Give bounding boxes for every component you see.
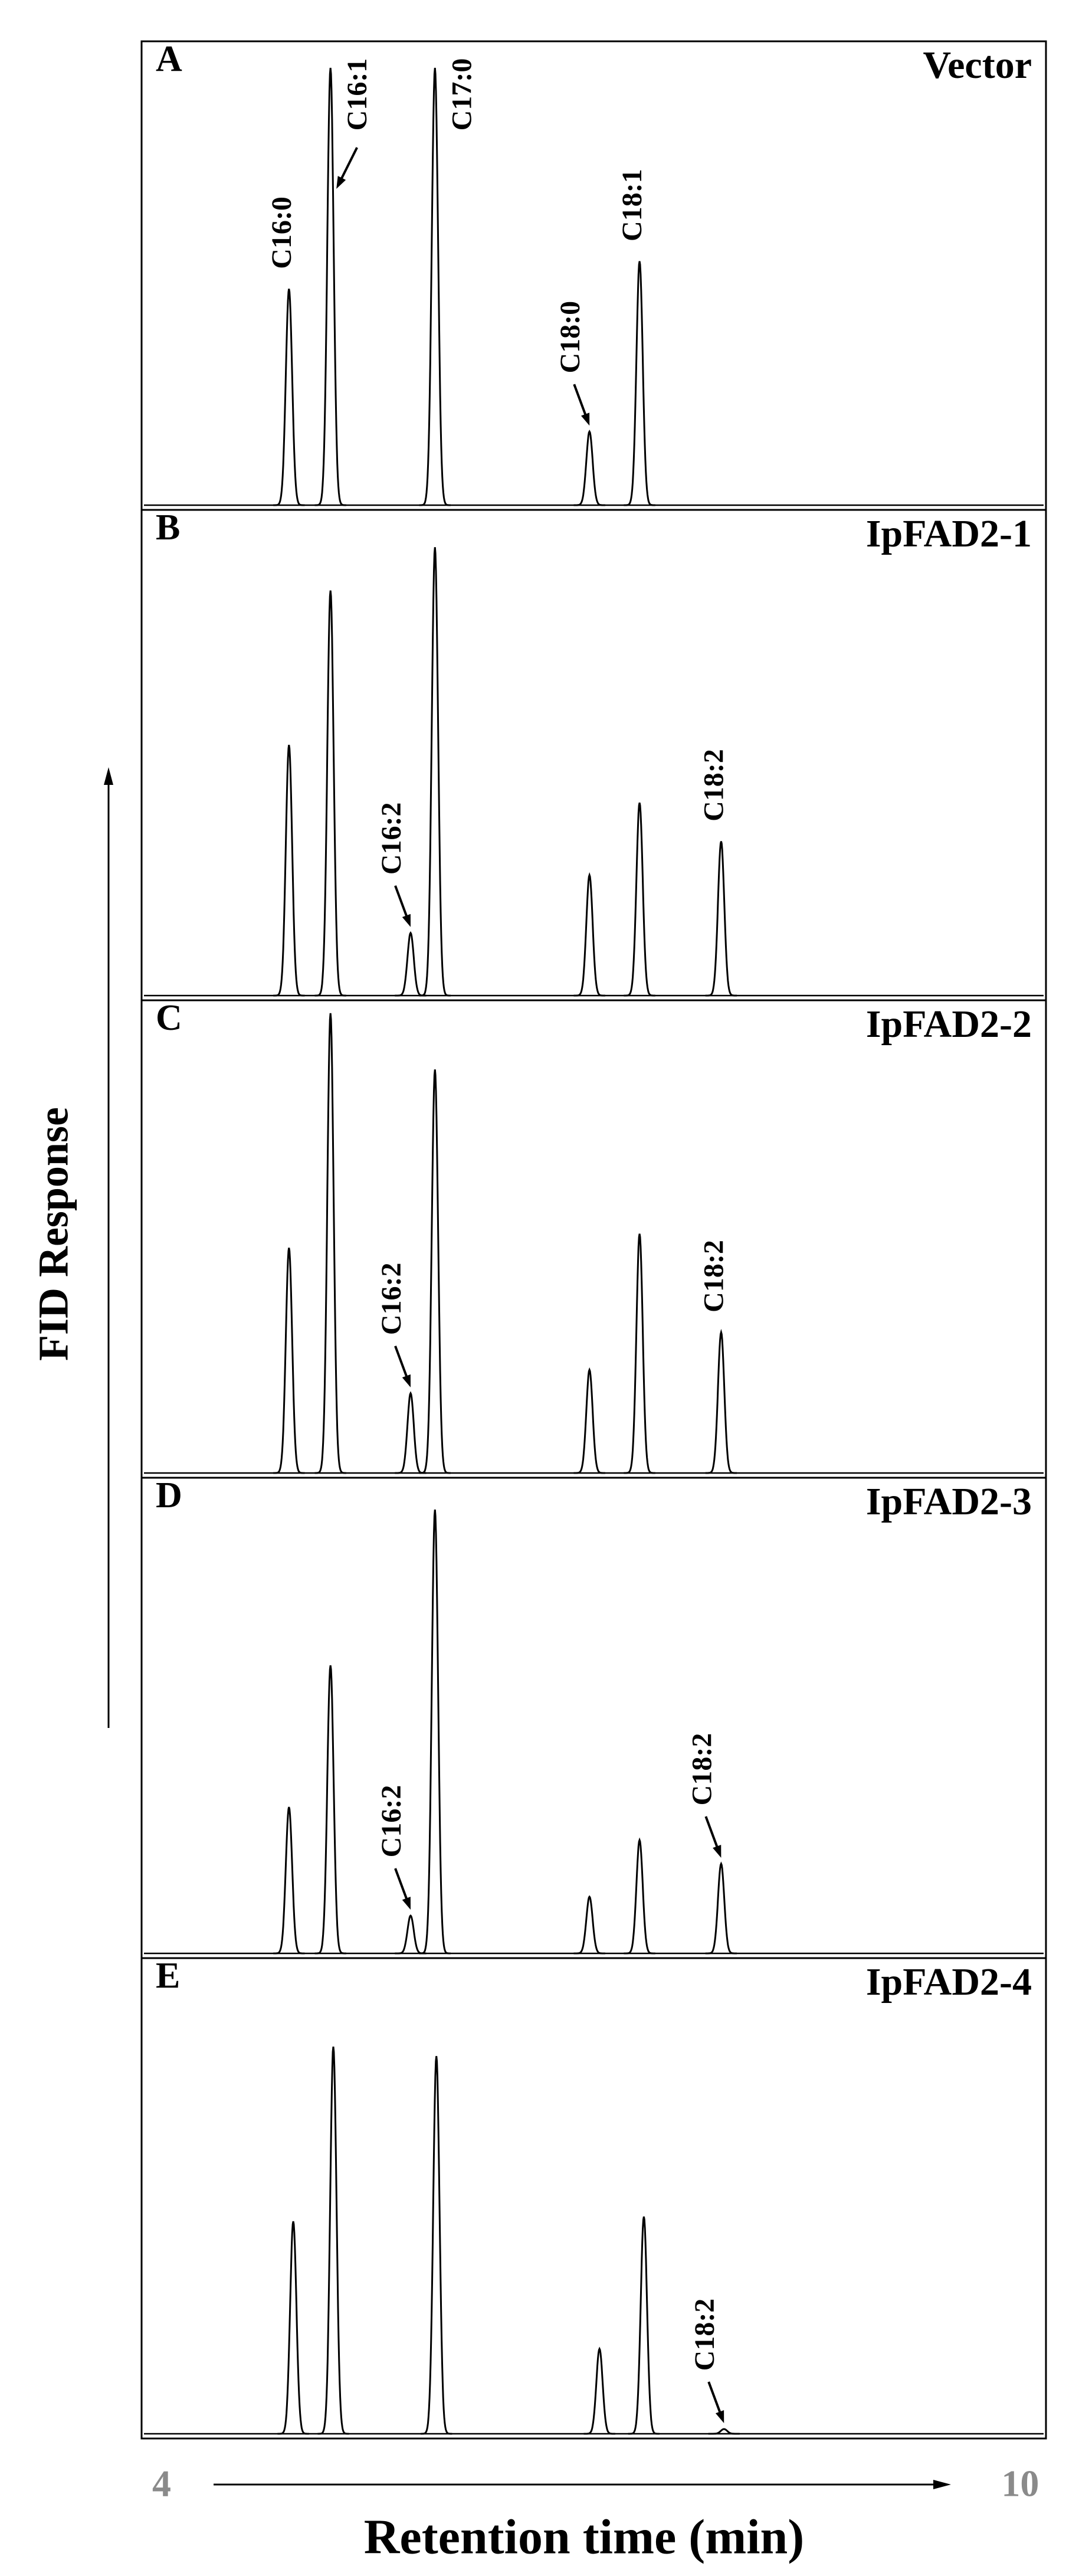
label-arrow — [394, 1346, 408, 1379]
peak — [395, 931, 427, 997]
panel-letter: D — [156, 1475, 182, 1516]
panel-letter: A — [156, 39, 182, 79]
x-axis-arrowhead — [933, 2480, 951, 2489]
peak — [705, 1861, 737, 1955]
peak-label: C18:2 — [698, 1240, 729, 1312]
panel-title: IpFAD2-2 — [866, 1003, 1032, 1046]
peak — [419, 1509, 451, 1955]
panel-letter: E — [156, 1956, 180, 1996]
peak-label: C16:2 — [376, 1785, 407, 1858]
peak — [705, 1328, 737, 1474]
peak — [273, 1248, 305, 1474]
label-arrow — [394, 885, 408, 918]
label-arrowhead — [713, 1845, 721, 1858]
label-arrowhead — [402, 1374, 411, 1387]
peak — [314, 67, 346, 506]
panel-title: IpFAD2-1 — [866, 512, 1032, 555]
label-arrow — [573, 384, 587, 417]
peak — [273, 289, 305, 506]
label-arrow — [394, 1868, 408, 1901]
peak-label: C18:0 — [555, 301, 586, 374]
peak — [419, 67, 451, 506]
peak-label: C18:2 — [698, 749, 729, 821]
peak — [573, 872, 605, 997]
panel-frame — [140, 509, 1047, 1001]
peak-label: C18:2 — [689, 2299, 720, 2371]
peak — [395, 1914, 427, 1955]
panel-frame — [140, 40, 1047, 511]
peak — [314, 1665, 346, 1955]
peak — [583, 2346, 615, 2435]
label-arrowhead — [402, 914, 411, 927]
peak — [573, 1367, 605, 1474]
x-tick-label: 10 — [1001, 2463, 1039, 2505]
label-arrow — [707, 2381, 721, 2414]
peak-label: C16:2 — [376, 1263, 407, 1336]
peak — [314, 590, 346, 997]
peak — [624, 1837, 655, 1955]
peak — [419, 1069, 451, 1474]
panel-frame — [140, 999, 1047, 1479]
peak-label: C17:0 — [446, 58, 477, 131]
panel-title: IpFAD2-3 — [866, 1480, 1032, 1523]
peak — [705, 841, 737, 997]
peak — [273, 744, 305, 997]
peak-label: C16:2 — [376, 802, 407, 875]
peak-label: C16:0 — [266, 197, 297, 269]
peak — [624, 261, 655, 506]
x-axis-label: Retention time (min) — [364, 2509, 804, 2564]
panel-title: IpFAD2-4 — [866, 1960, 1032, 2004]
peak-label: C16:1 — [342, 58, 373, 131]
peak-label: C18:1 — [616, 169, 648, 241]
peak — [277, 2221, 309, 2435]
panel-title: Vector — [923, 44, 1032, 87]
peak — [317, 2046, 349, 2435]
y-axis-arrowhead — [104, 767, 113, 785]
peak — [421, 2055, 452, 2435]
label-arrowhead — [402, 1897, 411, 1910]
peak — [419, 547, 451, 997]
peak — [624, 1233, 655, 1474]
peak — [273, 1806, 305, 1955]
peak — [573, 1895, 605, 1955]
peak — [624, 802, 655, 997]
label-arrow — [704, 1816, 719, 1849]
peak — [573, 429, 605, 506]
panel-letter: B — [156, 508, 180, 548]
panel-frame — [140, 1957, 1047, 2440]
label-arrowhead — [581, 413, 590, 426]
x-tick-label: 4 — [152, 2463, 171, 2505]
peak — [395, 1391, 427, 1474]
peak — [708, 2428, 740, 2435]
panel-letter: C — [156, 998, 182, 1038]
label-arrowhead — [336, 176, 346, 189]
label-arrowhead — [715, 2410, 724, 2423]
y-axis-label: FID Response — [30, 1107, 77, 1361]
label-arrow — [340, 147, 358, 181]
peak-label: C18:2 — [686, 1733, 717, 1806]
peak — [628, 2216, 660, 2435]
panel-frame — [140, 1477, 1047, 1959]
peak — [314, 1013, 346, 1474]
